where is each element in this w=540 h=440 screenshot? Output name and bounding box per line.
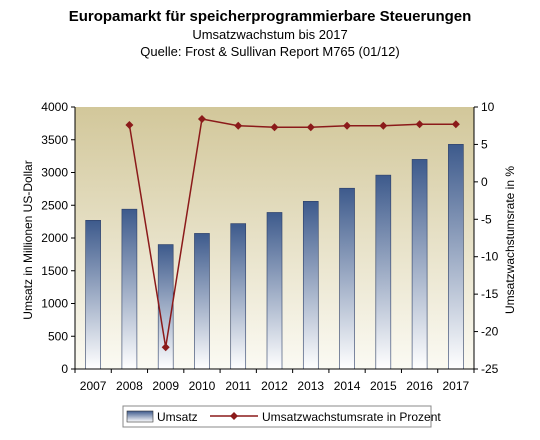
- y2-tick-label: -10: [481, 250, 499, 264]
- y2-tick-label: -20: [481, 325, 499, 339]
- growth-rate-point-2016: [415, 120, 424, 129]
- x-tick-label-2015: 2015: [370, 379, 397, 393]
- y2-tick-label: -25: [481, 362, 499, 376]
- legend-marker: [230, 412, 238, 420]
- y-tick-label: 2000: [41, 231, 68, 245]
- left-axis-ticks: 0 500 1000 1500 2000 2500 3000 3500 4000: [41, 100, 75, 376]
- growth-rate-point-2017: [451, 120, 460, 129]
- title-block: Europamarkt für speicherprogrammierbare …: [0, 8, 540, 60]
- growth-rate-line: [128, 118, 456, 348]
- growth-rate-point-2014: [343, 121, 352, 130]
- legend-label-umsatz: Umsatz: [157, 410, 198, 424]
- y-tick-label: 2500: [41, 198, 68, 212]
- y-tick-label: 4000: [41, 100, 68, 114]
- x-tick-label-2009: 2009: [152, 379, 179, 393]
- y-tick-label: 500: [48, 329, 68, 343]
- chart-source: Quelle: Frost & Sullivan Report M765 (01…: [140, 44, 400, 59]
- line-series: [125, 114, 460, 352]
- y-tick-label: 0: [61, 362, 68, 376]
- x-tick-label-2012: 2012: [261, 379, 288, 393]
- x-tick-label-2016: 2016: [406, 379, 433, 393]
- growth-rate-point-2010: [197, 114, 206, 123]
- x-tick-label-2017: 2017: [443, 379, 470, 393]
- bar-2016: [411, 159, 428, 370]
- chart-title: Europamarkt für speicherprogrammierbare …: [68, 8, 472, 25]
- y-tick-label: 1500: [41, 264, 68, 278]
- bar-2013: [302, 201, 319, 370]
- bar-2014: [339, 187, 355, 370]
- legend-swatch-bar: [126, 410, 154, 423]
- growth-rate-point-2013: [306, 123, 315, 132]
- y2-tick-label: 5: [481, 137, 488, 151]
- bar-2015: [375, 174, 392, 370]
- y2-tick-label: 10: [481, 100, 495, 114]
- growth-rate-point-2011: [234, 121, 243, 130]
- y2-tick-label: 0: [481, 175, 488, 189]
- bar-2010: [194, 233, 210, 370]
- right-axis-ticks: -25 -20 -15 -10 -5 0 5 10: [474, 100, 499, 376]
- y-tick-label: 1000: [41, 297, 68, 311]
- bar-2012: [266, 212, 283, 370]
- bar-2017: [448, 144, 464, 370]
- x-tick-label-2010: 2010: [189, 379, 216, 393]
- y2-tick-label: -5: [481, 212, 492, 226]
- growth-rate-point-2008: [125, 120, 134, 129]
- growth-rate-point-2009: [161, 343, 170, 352]
- x-tick-label-2008: 2008: [116, 379, 143, 393]
- y2-tick-label: -15: [481, 287, 499, 301]
- legend-box: [122, 405, 432, 428]
- chart-subtitle: Umsatzwachstum bis 2017: [192, 27, 348, 42]
- y-tick-label: 3500: [41, 133, 68, 147]
- y-axis-label: Umsatz in Millionen US-Dollar: [21, 160, 35, 319]
- growth-rate-point-2015: [379, 121, 388, 130]
- x-tick-label-2014: 2014: [334, 379, 361, 393]
- x-tick-label-2011: 2011: [225, 379, 251, 393]
- y-tick-label: 3000: [41, 166, 68, 180]
- legend-label-rate: Umsatzwachstumsrate in Prozent: [262, 410, 441, 424]
- legend: Umsatz Umsatzwachstumsrate in Prozent: [122, 405, 441, 428]
- bar-2008: [121, 208, 138, 370]
- x-tick-label-2013: 2013: [297, 379, 324, 393]
- x-axis-ticks: 2007 2008 2009 2010 2011 2012 2013 2014 2015 2016…: [74, 369, 475, 393]
- growth-rate-point-2012: [270, 123, 279, 132]
- bar-2011: [230, 223, 247, 370]
- bar-2007: [85, 220, 101, 370]
- y2-axis-label: Umsatzwachstumsrate in %: [503, 166, 517, 314]
- x-tick-label-2007: 2007: [80, 379, 107, 393]
